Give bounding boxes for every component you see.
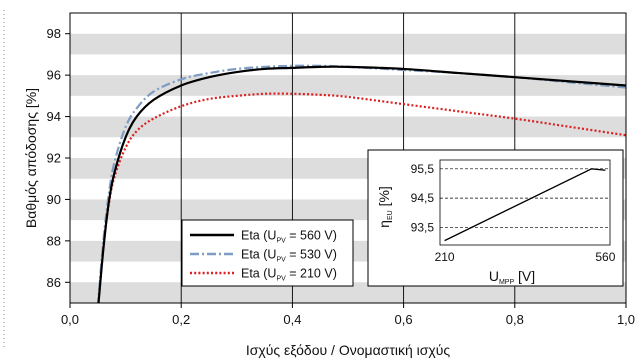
inset-series — [444, 168, 606, 242]
x-tick-label: 0,6 — [395, 312, 413, 327]
x-tick-label: 1,0 — [617, 312, 635, 327]
gray-band — [70, 75, 626, 96]
inset-x-axis-label: UMPP [V] — [489, 268, 535, 286]
x-tick-label: 0,8 — [506, 312, 524, 327]
legend-label: Eta (UPV = 210 V) — [241, 267, 337, 283]
gray-band — [70, 282, 626, 303]
series-line — [97, 65, 626, 303]
inset-y-tick-label: 94,5 — [411, 191, 435, 205]
inset-plot-frame — [439, 159, 611, 246]
y-axis-ticks: 86 88 90 92 94 96 98 — [47, 26, 70, 290]
y-tick-label: 92 — [47, 151, 61, 166]
y-tick-label: 86 — [47, 275, 61, 290]
x-axis-label: Ισχύς εξόδου / Ονομαστική ισχύς — [246, 342, 451, 358]
y-tick-label: 98 — [47, 26, 61, 41]
inset-x-tick-label: 210 — [435, 250, 455, 264]
y-tick-label: 90 — [47, 192, 61, 207]
x-tick-label: 0,4 — [283, 312, 301, 327]
series-layer — [97, 64, 626, 303]
inset-x-ticks: 210 560 — [435, 250, 616, 264]
inset-y-tick-label: 95,5 — [411, 162, 435, 176]
legend-label: Eta (UPV = 560 V) — [241, 229, 337, 245]
gray-band — [70, 33, 626, 55]
legend: Eta (UPV = 560 V) Eta (UPV = 530 V) Eta (U… — [181, 219, 354, 287]
inset-y-tick-label: 93,5 — [411, 220, 435, 234]
x-tick-label: 0,2 — [172, 312, 190, 327]
inset-gridlines — [440, 168, 610, 228]
gray-band — [70, 116, 626, 138]
inset-background — [367, 149, 624, 287]
y-tick-label: 88 — [47, 233, 61, 248]
y-tick-label: 96 — [47, 68, 61, 83]
x-tick-label: 0,0 — [61, 312, 79, 327]
y-tick-label: 94 — [47, 109, 61, 124]
inset-x-tick-label: 560 — [595, 250, 615, 264]
y-axis-label: Βαθμός απόδοσης [%] — [23, 88, 39, 228]
inset-y-ticks: 93,5 94,5 95,5 — [411, 162, 435, 235]
inset-series-line — [444, 168, 606, 242]
inset-y-axis-label: ηEU [%] — [376, 186, 394, 228]
inset-chart: 93,5 94,5 95,5 210 560 UMPP [V] ηEU [%] — [367, 149, 624, 287]
legend-label: Eta (UPV = 530 V) — [241, 248, 337, 264]
x-axis-ticks: 0,0 0,2 0,4 0,6 0,8 1,0 — [61, 303, 635, 327]
